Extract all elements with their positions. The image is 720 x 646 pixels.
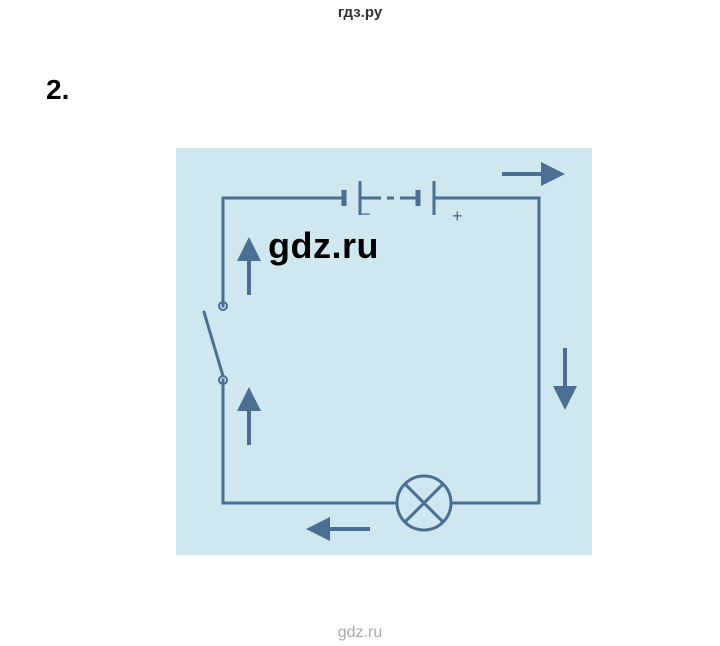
circuit-diagram: −+ bbox=[176, 148, 592, 560]
question-number: 2. bbox=[46, 74, 69, 106]
footer-text: gdz.ru bbox=[0, 624, 720, 642]
header-text: гдз.ру bbox=[0, 4, 720, 21]
battery-minus-label: − bbox=[360, 204, 371, 224]
diagram-background bbox=[176, 148, 592, 555]
page: гдз.ру 2. −+ gdz.ru gdz.ru bbox=[0, 0, 720, 646]
battery-plus-label: + bbox=[452, 206, 463, 226]
